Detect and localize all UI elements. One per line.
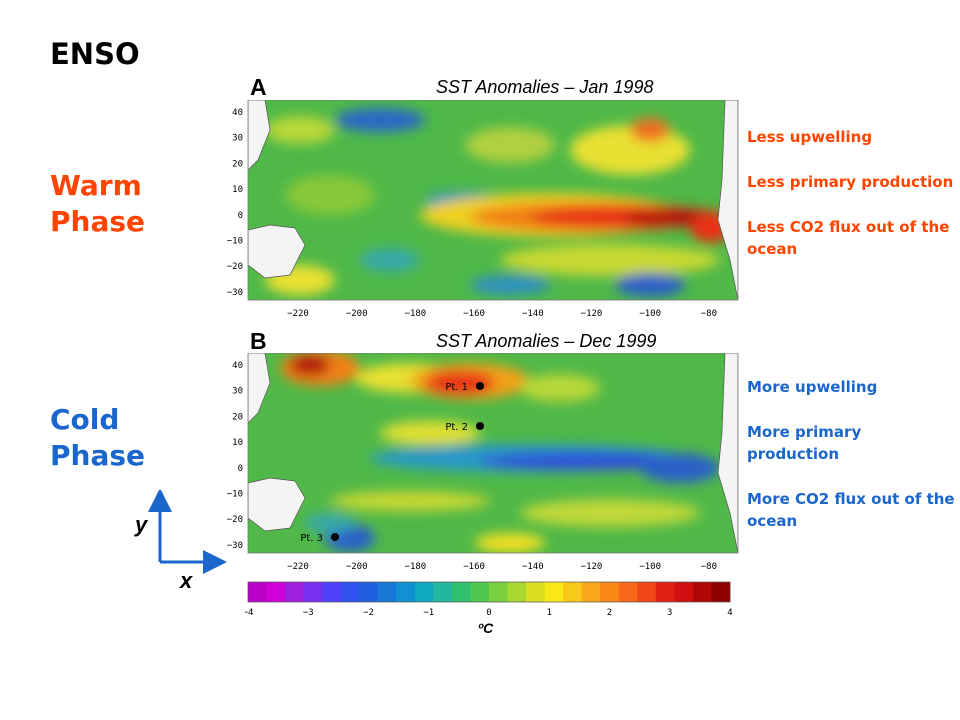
colorbar-cell	[507, 582, 527, 602]
colorbar-tick-label: −1	[423, 608, 434, 618]
colorbar-cell	[470, 582, 490, 602]
xy-axis-indicator	[148, 490, 227, 574]
map-b-lat-tick: 0	[238, 464, 243, 474]
map-a-lon-tick: −120	[581, 309, 603, 319]
point-2-label: Pt. 2	[445, 422, 468, 433]
sst-map-jan-1998: 40 30 20 10 0 −10 −20 −30 −220 −200 −180 −160 −140 −1…	[227, 100, 739, 319]
warm-note-co2-flux: Less CO2 flux out of the ocean	[747, 218, 950, 258]
colorbar-cell	[600, 582, 620, 602]
colorbar-cell	[674, 582, 694, 602]
colorbar-cell	[692, 582, 712, 602]
colorbar-tick-label: −2	[363, 608, 374, 618]
map-b-lat-tick: 40	[232, 361, 243, 371]
temperature-colorbar: −4 −3 −2 −1 0 1 2 3 4	[245, 581, 733, 618]
colorbar-cell	[618, 582, 638, 602]
map-b-lon-tick: −180	[405, 562, 427, 572]
cold-note-co2-flux: More CO2 flux out of the ocean	[747, 490, 955, 530]
page-title: ENSO	[50, 37, 140, 71]
map-b-lon-tick: −220	[287, 562, 309, 572]
point-1-marker: Pt. 1	[445, 382, 484, 393]
point-1-label: Pt. 1	[445, 382, 468, 393]
panel-b-title: SST Anomalies – Dec 1999	[436, 331, 657, 351]
colorbar-cell	[581, 582, 601, 602]
colorbar-cell	[563, 582, 583, 602]
panel-b-letter: B	[250, 328, 267, 354]
colorbar-cell	[248, 582, 268, 602]
map-a-lat-tick: −30	[227, 288, 243, 298]
map-b-lon-tick: −120	[581, 562, 603, 572]
map-a-lon-tick: −100	[639, 309, 661, 319]
colorbar-cell	[285, 582, 305, 602]
colorbar-cell	[655, 582, 675, 602]
map-a-lon-tick: −180	[405, 309, 427, 319]
colorbar-cell	[414, 582, 434, 602]
point-3-marker: Pt. 3	[300, 533, 339, 544]
map-b-lon-tick: −100	[639, 562, 661, 572]
colorbar-cell	[322, 582, 342, 602]
map-a-lat-tick: 40	[232, 108, 243, 118]
map-b-lat-tick: −30	[227, 541, 243, 551]
colorbar-tick-label: 3	[667, 608, 672, 618]
colorbar-cell	[637, 582, 657, 602]
warm-phase-notes: Less upwelling Less primary production L…	[747, 126, 957, 283]
map-b-lon-tick: −80	[701, 562, 717, 572]
colorbar-tick-label: 2	[607, 608, 612, 618]
warm-note-primary-production: Less primary production	[747, 173, 954, 191]
map-b-lon-tick: −200	[346, 562, 368, 572]
map-a-lat-tick: 0	[238, 211, 243, 221]
colorbar-cell	[396, 582, 416, 602]
panel-a-title: SST Anomalies – Jan 1998	[436, 77, 654, 97]
colorbar-tick-label: 1	[547, 608, 552, 618]
point-2-marker: Pt. 2	[445, 422, 484, 433]
cold-phase-label: Cold Phase	[50, 403, 146, 472]
colorbar-cell	[433, 582, 453, 602]
colorbar-cell	[266, 582, 286, 602]
point-3-label: Pt. 3	[300, 533, 323, 544]
map-b-lon-tick: −160	[463, 562, 485, 572]
map-a-lat-tick: 30	[232, 134, 243, 144]
map-a-lat-tick: −10	[227, 237, 243, 247]
map-b-lat-tick: −20	[227, 515, 243, 525]
map-b-lon-tick: −140	[522, 562, 544, 572]
map-a-lat-tick: 20	[232, 159, 243, 169]
cold-phase-notes: More upwelling More primary production M…	[747, 376, 957, 555]
colorbar-cell	[711, 582, 731, 602]
warm-note-upwelling: Less upwelling	[747, 128, 873, 146]
warm-phase-label: Warm Phase	[50, 169, 146, 238]
map-a-lat-tick: −20	[227, 262, 243, 272]
map-b-lat-tick: 30	[232, 387, 243, 397]
map-a-lat-tick: 10	[232, 185, 243, 195]
map-b-lat-tick: 20	[232, 412, 243, 422]
colorbar-unit: ºC	[478, 620, 494, 636]
map-b-lat-tick: −10	[227, 490, 243, 500]
map-a-lon-tick: −80	[701, 309, 717, 319]
map-a-lon-tick: −160	[463, 309, 485, 319]
map-a-lon-tick: −140	[522, 309, 544, 319]
colorbar-tick-label: −3	[303, 608, 314, 618]
colorbar-cell	[544, 582, 564, 602]
map-b-axis-ticks: 40 30 20 10 0 −10 −20 −30 −220 −200 −180 −160 −140 −1…	[227, 361, 717, 572]
sst-map-dec-1999: 40 30 20 10 0 −10 −20 −30 −220 −200 −180 −160 −140 −1…	[227, 353, 739, 572]
colorbar-cell	[451, 582, 471, 602]
colorbar-cell	[489, 582, 509, 602]
colorbar-tick-label: −4	[245, 608, 253, 618]
cold-note-upwelling: More upwelling	[747, 378, 878, 396]
map-a-lon-tick: −220	[287, 309, 309, 319]
panel-a-letter: A	[250, 74, 267, 100]
colorbar-cell	[303, 582, 323, 602]
map-a-axis-ticks: 40 30 20 10 0 −10 −20 −30 −220 −200 −180 −160 −140 −1…	[227, 108, 717, 319]
colorbar-tick-label: 4	[727, 608, 732, 618]
colorbar-cell	[526, 582, 546, 602]
map-b-lat-tick: 10	[232, 438, 243, 448]
colorbar-cell	[377, 582, 397, 602]
cold-note-primary-production: More primary production	[747, 423, 862, 463]
colorbar-cell	[340, 582, 360, 602]
y-axis-label: y	[135, 512, 148, 537]
x-axis-label: x	[180, 568, 193, 593]
colorbar-cell	[359, 582, 379, 602]
map-a-lon-tick: −200	[346, 309, 368, 319]
colorbar-tick-label: 0	[486, 608, 491, 618]
